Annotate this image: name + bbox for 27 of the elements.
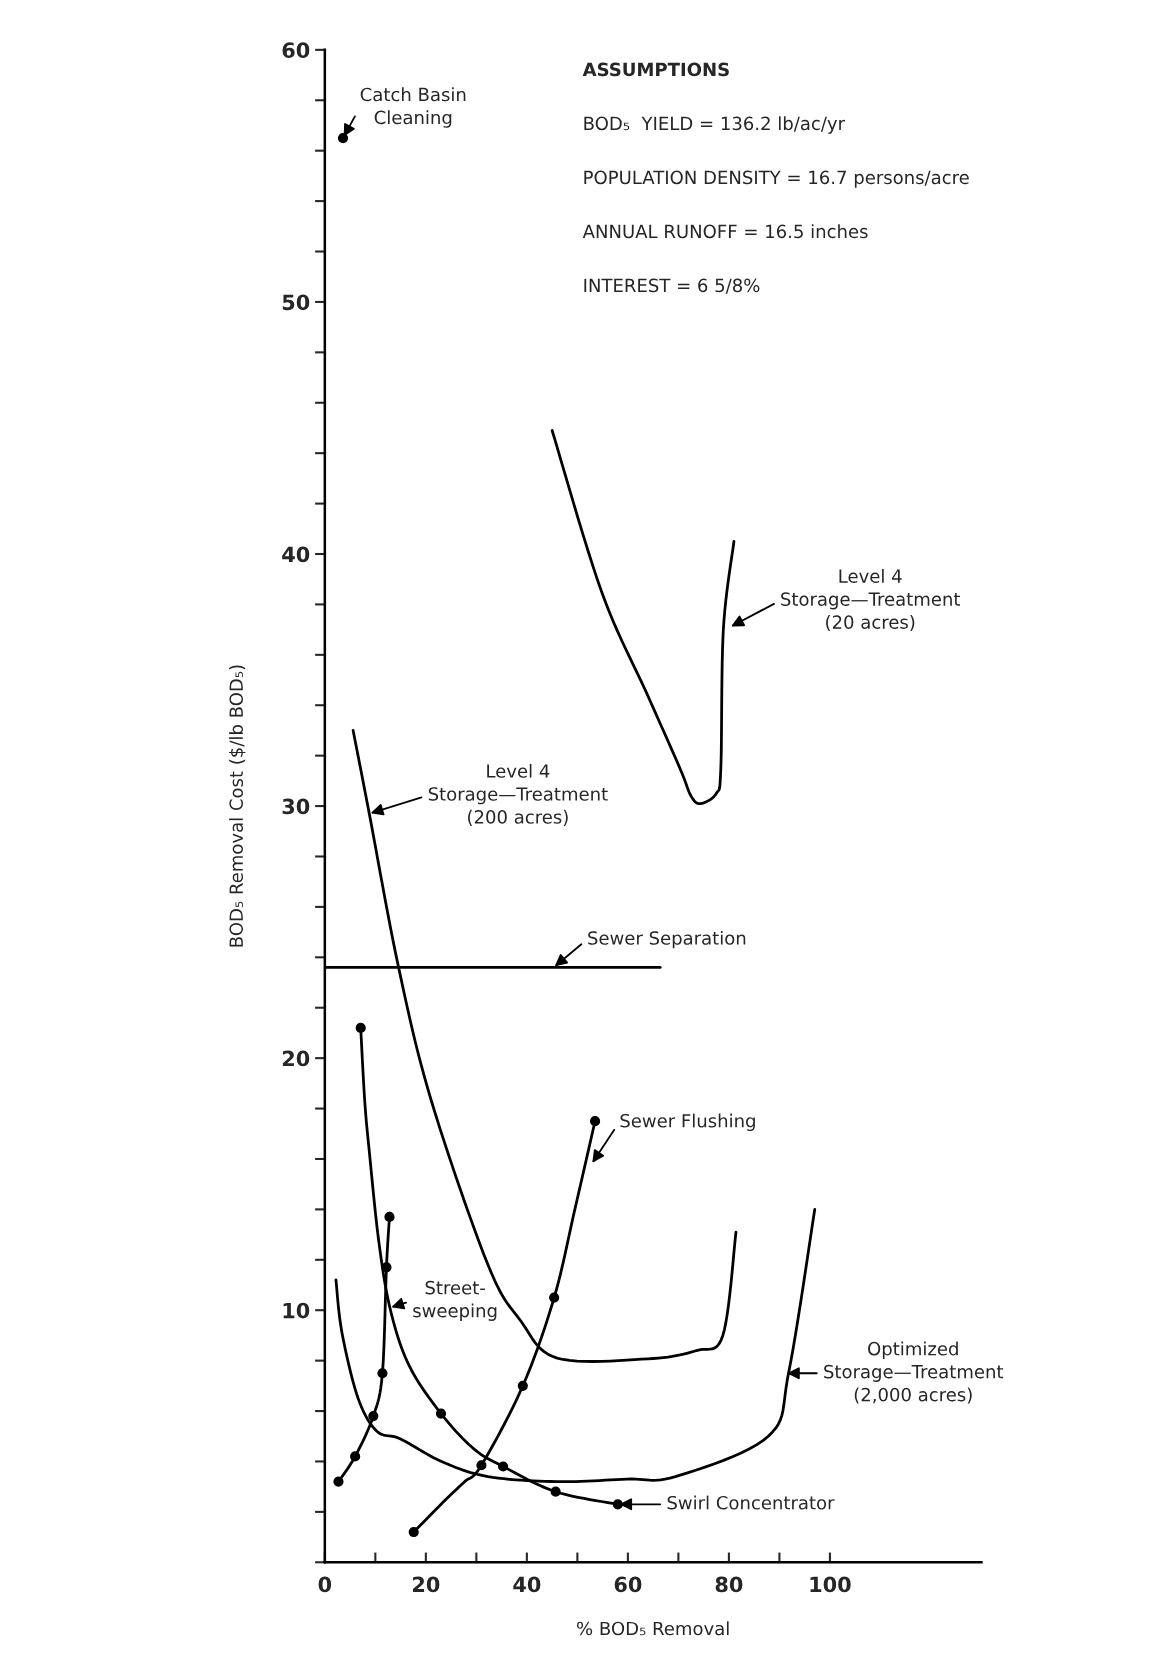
y-tick-label: 60 <box>282 42 310 59</box>
annotation: ASSUMPTIONS <box>582 62 729 77</box>
annotation: Level 4 Storage—Treatment (20 acres) <box>781 569 961 632</box>
x-tick-label: 60 <box>614 1576 642 1593</box>
annotation: Sewer Flushing <box>620 1113 755 1132</box>
annotation: Level 4 Storage—Treatment (200 acres) <box>428 763 608 826</box>
annotation: Catch Basin Cleaning <box>360 87 466 128</box>
annotation: ANNUAL RUNOFF = 16.5 inches <box>582 224 868 239</box>
x-axis-title: % BOD₅ Removal <box>576 1621 729 1636</box>
x-tick-label: 80 <box>715 1576 743 1593</box>
annotation: BOD₅ YIELD = 136.2 lb/ac/yr <box>584 116 846 134</box>
x-tick-label: 40 <box>513 1576 541 1593</box>
y-tick-label: 40 <box>282 546 310 563</box>
annotation: Swirl Concentrator <box>667 1495 835 1510</box>
annotation: POPULATION DENSITY = 16.7 persons/acre <box>584 170 969 188</box>
annotation: INTEREST = 6 5/8% <box>584 278 760 294</box>
y-tick-label: 20 <box>282 1050 310 1067</box>
annotation: Street- sweeping <box>413 1280 497 1321</box>
annotation: Optimized Storage—Treatment (2,000 acres) <box>824 1341 1004 1404</box>
y-tick-label: 30 <box>282 798 310 815</box>
x-tick-label: 20 <box>413 1576 440 1593</box>
y-tick-label: 50 <box>282 294 310 311</box>
annotation: Sewer Separation <box>588 930 746 949</box>
x-tick-label: 0 <box>318 1576 332 1593</box>
y-tick-label: 10 <box>283 1302 310 1319</box>
y-axis-title: BOD₅ Removal Cost ($/lb BOD₅) <box>229 665 246 947</box>
x-tick-label: 100 <box>810 1576 851 1593</box>
